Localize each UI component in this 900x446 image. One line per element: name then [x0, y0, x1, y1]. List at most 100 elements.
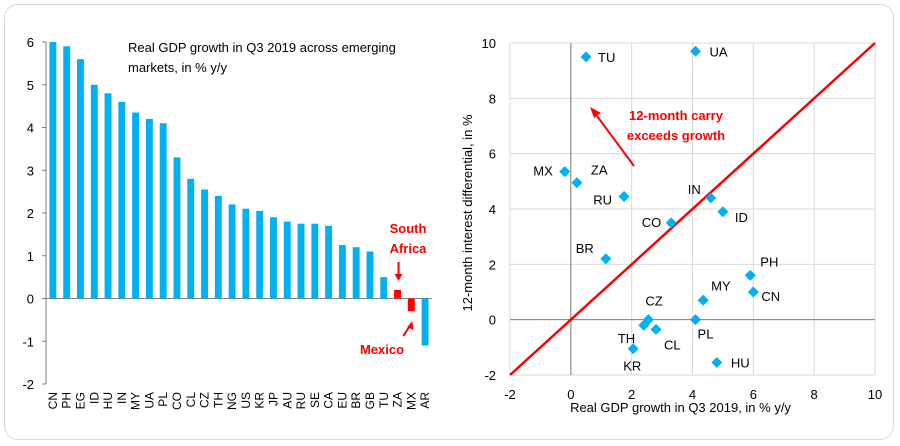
x-category-label: TH [211, 392, 225, 408]
annotation-carry-exceeds-growth: 12-month carry [629, 108, 724, 123]
x-category-label: BR [349, 392, 363, 409]
x-category-label: NG [225, 392, 239, 410]
bar [338, 245, 346, 299]
y-tick-label: 5 [27, 78, 34, 93]
scatter-point [665, 217, 677, 229]
scatter-point [571, 177, 583, 189]
point-label: TU [598, 50, 615, 65]
scatter-point [744, 269, 756, 281]
annotation-south-africa: South [390, 221, 427, 236]
bar [173, 157, 181, 299]
x-category-label: UA [142, 392, 156, 409]
x-tick-label: 2 [628, 387, 635, 402]
point-label: CO [642, 215, 662, 230]
scatter-point [600, 253, 612, 265]
x-category-label: EU [335, 392, 349, 409]
x-category-label: PL [156, 392, 170, 407]
x-category-label: CO [170, 392, 184, 410]
point-label: IN [688, 182, 701, 197]
annotation-arrowhead-mexico [407, 321, 414, 330]
scatter-point [627, 343, 639, 355]
bar [159, 123, 167, 299]
y-tick-label: 4 [489, 202, 496, 217]
x-tick-label: 4 [689, 387, 696, 402]
scatter-point [690, 45, 702, 57]
point-label: UA [710, 44, 728, 59]
x-category-label: SE [308, 392, 322, 408]
x-tick-label: 10 [868, 387, 882, 402]
bar [366, 251, 374, 299]
x-tick-label: 8 [811, 387, 818, 402]
y-tick-label: 2 [489, 257, 496, 272]
y-tick-label: 2 [27, 206, 34, 221]
y-tick-label: 8 [489, 91, 496, 106]
bar [201, 189, 208, 299]
scatter-point [705, 192, 717, 204]
annotation-arrow [596, 115, 635, 167]
annotation-mexico: Mexico [360, 342, 404, 357]
point-label: TH [618, 331, 635, 346]
scatter-point [690, 314, 702, 326]
scatter-point [747, 286, 759, 298]
bar [145, 118, 153, 299]
bar [49, 42, 57, 299]
y-tick-label: -2 [22, 377, 34, 392]
bar [242, 208, 250, 299]
x-axis-title: Real GDP growth in Q3 2019, in % y/y [570, 400, 791, 415]
x-category-label: KR [253, 392, 267, 409]
scatter-point [650, 323, 662, 335]
x-category-label: MX [404, 392, 418, 410]
y-tick-label: 6 [27, 35, 34, 50]
bar [256, 210, 264, 299]
bar [394, 289, 401, 299]
point-label: CL [664, 337, 681, 352]
bar [90, 84, 98, 299]
x-tick-label: -2 [504, 387, 516, 402]
x-category-label: GB [363, 392, 377, 409]
x-category-label: JP [266, 392, 280, 406]
x-category-label: CA [322, 392, 336, 409]
x-category-label: CZ [198, 392, 212, 408]
y-tick-label: 0 [27, 292, 34, 307]
x-category-label: RU [294, 392, 308, 409]
point-label: BR [576, 241, 594, 256]
point-label: CN [761, 289, 780, 304]
point-label: HU [731, 356, 750, 371]
x-category-label: ID [87, 392, 101, 404]
scatter-point [697, 294, 709, 306]
x-category-label: EG [73, 392, 87, 409]
x-category-label: TU [377, 392, 391, 408]
chart-title: markets, in % y/y [128, 60, 227, 75]
x-category-label: US [239, 392, 253, 409]
x-category-label: CL [184, 392, 198, 408]
bar [380, 277, 388, 299]
x-category-label: AR [418, 392, 432, 409]
x-category-label: AU [280, 392, 294, 409]
bar [118, 101, 126, 299]
bar [325, 225, 333, 299]
x-category-label: HU [101, 392, 115, 409]
point-label: KR [623, 359, 641, 374]
point-label: RU [593, 193, 612, 208]
bar [132, 112, 140, 299]
point-label: CZ [645, 294, 662, 309]
x-category-label: MY [129, 392, 143, 410]
bar [104, 93, 112, 299]
point-label: MY [711, 278, 731, 293]
bar [297, 223, 305, 299]
bar [214, 195, 222, 299]
gdp-bar-chart: -2 -1 0 1 2 3 4 5 6 CN PH EG ID HU IN MY UA PL CO CL CZ TH NG U… [22, 35, 432, 410]
scatter-point [618, 191, 630, 203]
chart-title: Real GDP growth in Q3 2019 across emergi… [128, 40, 396, 55]
scatter-point [638, 319, 650, 331]
point-label: PH [760, 254, 778, 269]
annotation-arrowhead-south-africa [394, 274, 403, 281]
point-label: MX [533, 164, 553, 179]
reference-line-45deg [509, 42, 876, 376]
x-category-label: CN [46, 392, 60, 409]
y-axis-title: 12-month interest differential, in % [460, 114, 475, 311]
y-tick-label: 3 [27, 163, 34, 178]
point-label: PL [698, 327, 714, 342]
y-tick-label: -2 [484, 368, 496, 383]
